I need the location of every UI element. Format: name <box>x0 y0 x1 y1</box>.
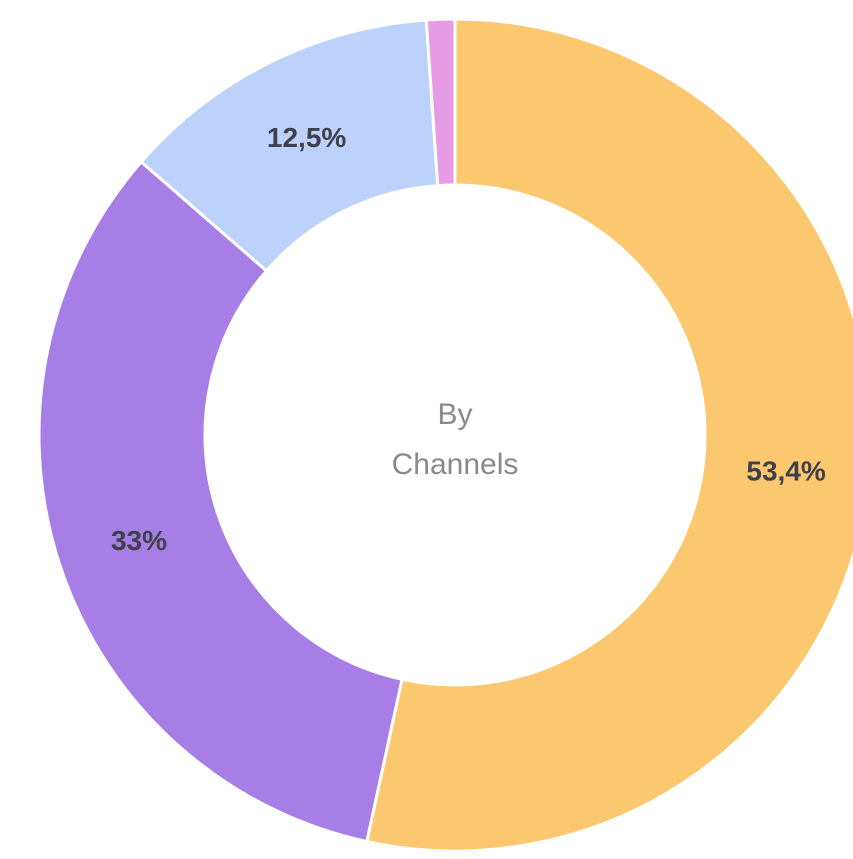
donut-slice-4 <box>424 17 457 188</box>
center-label-line-2: Channels <box>392 448 519 481</box>
slices-layer <box>37 17 853 853</box>
center-label: By Channels <box>392 398 519 481</box>
donut-slice-2 <box>37 159 404 844</box>
slice-label-3: 12,5% <box>267 122 346 153</box>
slice-labels-layer: 53,4% 33% 12,5% <box>111 122 826 556</box>
slice-label-1: 53,4% <box>746 456 825 487</box>
slice-label-2: 33% <box>111 525 167 556</box>
center-label-line-1: By <box>437 398 472 431</box>
donut-slice-1 <box>365 17 853 853</box>
donut-slice-3 <box>139 18 440 273</box>
